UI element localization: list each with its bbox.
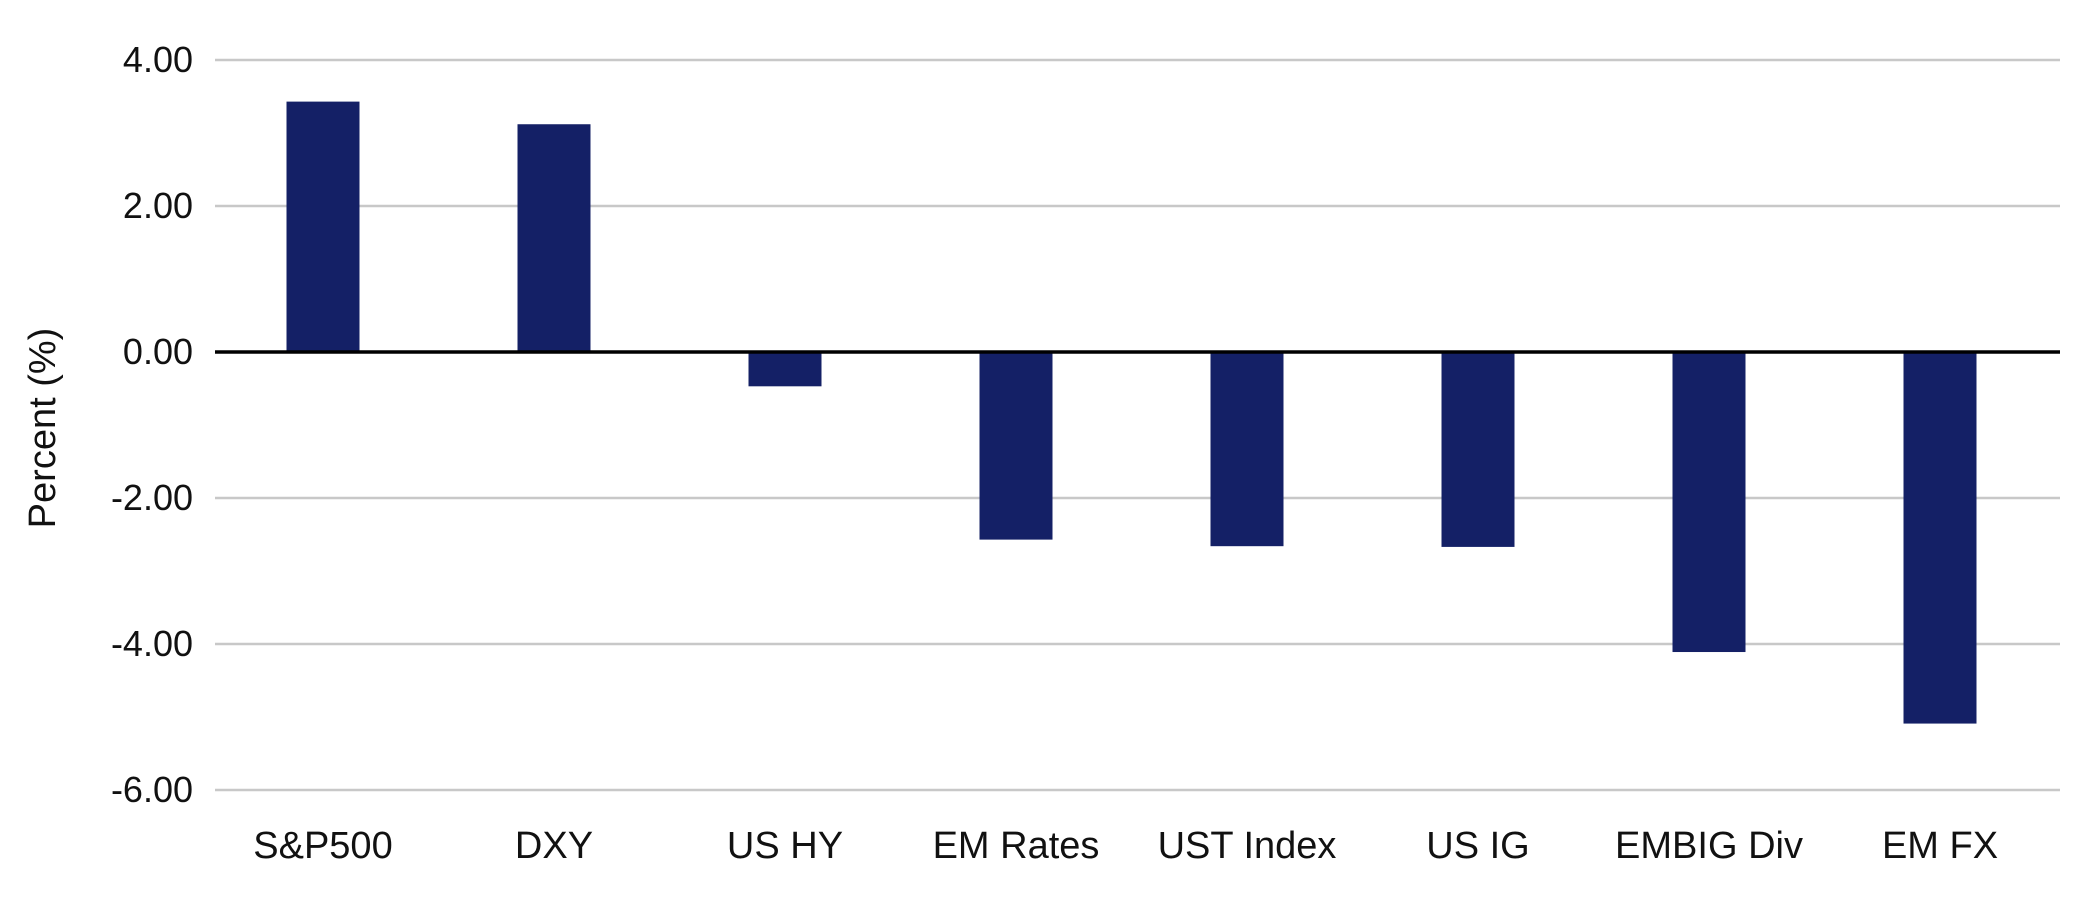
y-tick-label: 2.00 bbox=[123, 185, 193, 226]
category-label: US IG bbox=[1426, 825, 1529, 867]
category-label: DXY bbox=[515, 825, 593, 867]
bar bbox=[286, 101, 360, 352]
bar bbox=[517, 124, 591, 353]
category-labels: S&P500 DXY US HY EM Rates UST Index US IG EMBI… bbox=[253, 825, 1998, 867]
bars bbox=[286, 101, 1977, 724]
y-axis-title: Percent (%) bbox=[22, 328, 64, 529]
y-tick-label: 4.00 bbox=[123, 39, 193, 80]
y-tick-labels: 4.00 2.00 0.00 -2.00 -4.00 -6.00 bbox=[111, 39, 193, 810]
bar bbox=[1672, 352, 1746, 653]
category-label: EM FX bbox=[1882, 825, 1998, 867]
category-label: UST Index bbox=[1158, 825, 1337, 867]
bar bbox=[979, 352, 1053, 540]
category-label: EMBIG Div bbox=[1615, 825, 1803, 867]
bar bbox=[1210, 352, 1284, 547]
y-tick-label: 0.00 bbox=[123, 331, 193, 372]
y-tick-label: -4.00 bbox=[111, 623, 193, 664]
y-tick-label: -6.00 bbox=[111, 769, 193, 810]
bar bbox=[748, 352, 822, 387]
bar bbox=[1441, 352, 1515, 547]
gridlines bbox=[215, 58, 2060, 792]
bar bbox=[1903, 352, 1977, 724]
category-label: EM Rates bbox=[933, 825, 1100, 867]
y-tick-label: -2.00 bbox=[111, 477, 193, 518]
category-label: S&P500 bbox=[253, 825, 392, 867]
category-label: US HY bbox=[727, 825, 843, 867]
